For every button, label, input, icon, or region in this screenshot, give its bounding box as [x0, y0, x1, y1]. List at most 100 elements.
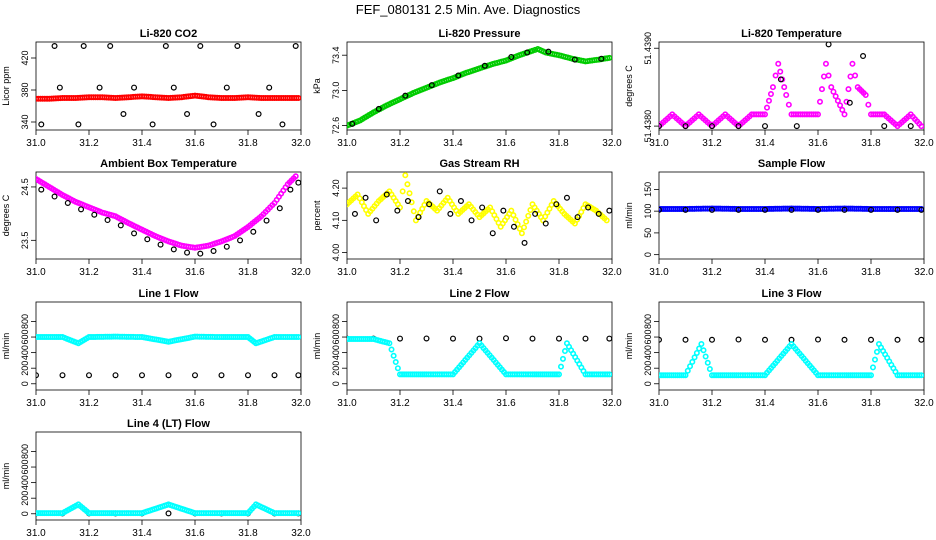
- data-point-colored: [390, 352, 397, 359]
- data-point-colored: [706, 365, 713, 372]
- y-tick-label: 51.4380: [643, 110, 653, 143]
- y-tick-label: 4.20: [331, 179, 341, 197]
- x-tick-label: 31.4: [132, 398, 152, 409]
- y-tick-label: 400: [643, 345, 653, 360]
- y-tick-label: 380: [20, 82, 30, 97]
- data-point-colored: [698, 341, 705, 348]
- data-point-colored: [606, 371, 612, 378]
- data-point-black: [867, 206, 874, 213]
- data-point-black: [481, 62, 488, 69]
- y-tick-label: 800: [20, 444, 30, 459]
- chart-panel: Ambient Box Temperature 31.0 31.2 31.4 31.6 3…: [1, 158, 311, 278]
- y-tick-label: 420: [20, 50, 30, 65]
- data-point-colored: [777, 68, 784, 75]
- data-point-colored: [293, 95, 300, 102]
- data-point-colored: [561, 348, 568, 355]
- plot-frame: [346, 301, 613, 391]
- data-point-colored: [689, 358, 696, 365]
- data-point-black: [918, 206, 924, 213]
- data-point-black: [881, 123, 888, 130]
- data-point-black: [708, 336, 715, 343]
- data-point-black: [582, 335, 589, 342]
- data-point-black: [170, 84, 177, 91]
- data-point-colored: [769, 84, 776, 91]
- data-point-colored: [521, 224, 528, 231]
- data-point-black: [682, 206, 689, 213]
- data-point-colored: [702, 353, 709, 360]
- y-tick-label: 50: [643, 228, 653, 238]
- data-point-colored: [700, 347, 707, 354]
- data-point-colored: [684, 367, 691, 374]
- data-point-black: [120, 110, 127, 117]
- y-tick-label: 73.0: [331, 82, 341, 100]
- data-point-colored: [862, 91, 869, 98]
- data-point-colored: [606, 54, 612, 61]
- x-tick-label: 31.4: [755, 267, 775, 278]
- data-point-colored: [765, 97, 772, 104]
- data-point-black: [397, 335, 404, 342]
- data-point-black: [457, 198, 464, 205]
- data-point-black: [295, 179, 301, 186]
- data-point-black: [708, 123, 715, 130]
- plot-frame: [35, 301, 302, 391]
- data-point-colored: [812, 111, 819, 118]
- data-point-black: [545, 48, 552, 55]
- x-tick-label: 31.2: [79, 267, 99, 278]
- data-point-black: [38, 186, 45, 193]
- data-point-black: [157, 241, 164, 248]
- chart-panel: Li-820 Pressure 31.0 31.2 31.4 31.6 31.8 32.0 7…: [312, 28, 622, 149]
- data-point-black: [841, 206, 848, 213]
- data-point-colored: [410, 208, 417, 215]
- y-axis-label: Licor ppm: [1, 66, 11, 106]
- x-tick-label: 32.0: [291, 528, 311, 539]
- x-tick-label: 31.8: [861, 138, 881, 149]
- y-tick-label: 600: [643, 330, 653, 345]
- chart-title: Line 4 (LT) Flow: [127, 418, 210, 430]
- plot-frame: [658, 41, 925, 131]
- x-tick-label: 32.0: [291, 267, 311, 278]
- data-point-black: [415, 214, 422, 221]
- x-tick-label: 31.8: [238, 398, 258, 409]
- y-tick-label: 0: [20, 381, 30, 386]
- data-points: [347, 335, 612, 378]
- x-tick-label: 31.6: [185, 138, 205, 149]
- data-point-black: [426, 201, 433, 208]
- x-tick-label: 31.4: [443, 138, 463, 149]
- data-point-colored: [512, 216, 519, 223]
- data-point-colored: [759, 111, 766, 118]
- x-tick-label: 31.2: [390, 267, 410, 278]
- x-tick-label: 32.0: [291, 138, 311, 149]
- data-point-black: [585, 204, 592, 211]
- x-tick-label: 31.2: [702, 138, 722, 149]
- y-axis-label: ml/min: [624, 202, 634, 229]
- data-point-colored: [603, 217, 610, 224]
- x-tick-label: 32.0: [602, 138, 622, 149]
- data-point-black: [793, 123, 800, 130]
- y-axis-label: degrees C: [624, 65, 634, 107]
- x-tick-label: 31.2: [79, 398, 99, 409]
- data-point-black: [112, 372, 119, 379]
- data-point-colored: [814, 111, 821, 118]
- chart-panel: Line 1 Flow 31.0 31.2 31.4 31.6 31.8 32.0 0 2004…: [1, 288, 311, 409]
- data-point-colored: [682, 372, 689, 379]
- x-tick-label: 31.6: [496, 398, 516, 409]
- y-tick-label: 51.4390: [643, 32, 653, 65]
- data-point-black: [867, 336, 874, 343]
- x-tick-label: 31.2: [702, 398, 722, 409]
- x-tick-label: 31.4: [132, 528, 152, 539]
- data-point-colored: [447, 371, 454, 378]
- y-tick-label: 400: [20, 475, 30, 490]
- data-point-black: [423, 335, 430, 342]
- data-point-black: [682, 336, 689, 343]
- data-point-colored: [518, 230, 525, 237]
- x-tick-label: 31.8: [861, 398, 881, 409]
- y-axis-label: ml/min: [1, 333, 11, 360]
- chart-title: Li-820 Pressure: [439, 28, 521, 40]
- y-axis-label: kPa: [312, 78, 322, 94]
- data-point-black: [96, 84, 103, 91]
- data-point-black: [735, 336, 742, 343]
- data-point-black: [659, 206, 662, 213]
- y-tick-label: 24.5: [20, 178, 30, 196]
- data-point-colored: [555, 371, 562, 378]
- data-point-black: [255, 110, 262, 117]
